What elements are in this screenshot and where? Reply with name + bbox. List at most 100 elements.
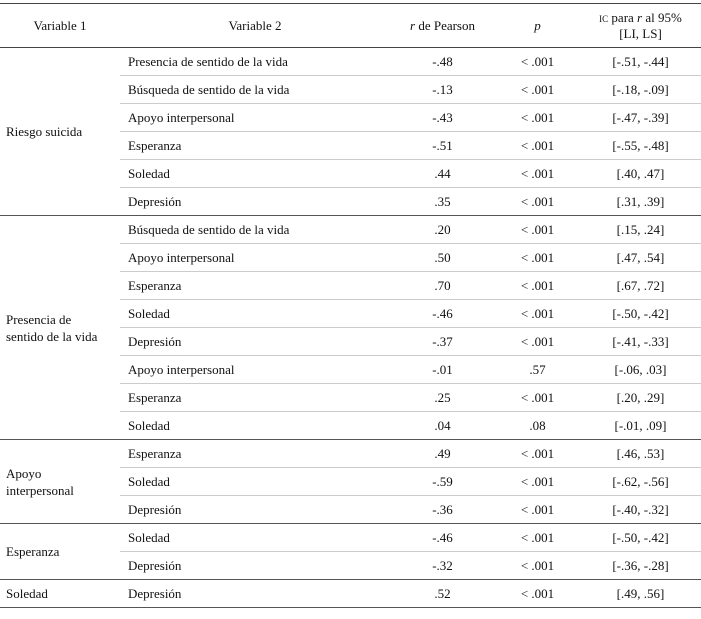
pearson-r: .35 <box>390 187 495 216</box>
header-cell: IC para r al 95% [LI, LS] <box>580 3 701 48</box>
table-row: Apoyo interpersonal -.43 < .001 [-.47, -.39… <box>0 103 701 132</box>
header-row: Variable 1 Variable 2 r de Pearson p IC … <box>0 3 701 48</box>
pearson-r: -.46 <box>390 299 495 328</box>
pearson-r: .25 <box>390 383 495 412</box>
correlation-table: Variable 1 Variable 2 r de Pearson p IC … <box>0 3 701 608</box>
pearson-r: -.32 <box>390 551 495 580</box>
pearson-r: -.51 <box>390 131 495 160</box>
table-row: Soledad -.59 < .001 [-.62, -.56] <box>0 467 701 496</box>
header-text: IC <box>599 9 609 25</box>
p-value: < .001 <box>495 383 580 412</box>
variable-2: Búsqueda de sentido de la vida <box>120 75 390 104</box>
p-value: < .001 <box>495 327 580 356</box>
variable-1-cell: Esperanza <box>0 523 120 580</box>
table-row: Soledad .44 < .001 [.40, .47] <box>0 159 701 188</box>
pearson-r: -.13 <box>390 75 495 104</box>
variable-2: Búsqueda de sentido de la vida <box>120 215 390 244</box>
p-value: < .001 <box>495 271 580 300</box>
header-text: para <box>611 9 634 25</box>
pearson-r: .49 <box>390 439 495 468</box>
header-cell: Variable 1 <box>0 3 120 48</box>
variable-1-cell: Presencia de sentido de la vida <box>0 215 120 440</box>
pearson-r: -.46 <box>390 523 495 552</box>
table-row: Apoyo interpersonal Esperanza .49 < .001 [.4… <box>0 439 701 524</box>
p-value: < .001 <box>495 159 580 188</box>
table-row: Esperanza Soledad -.46 < .001 [-.50, -.42] <box>0 523 701 580</box>
pearson-r: -.36 <box>390 495 495 524</box>
variable-2: Soledad <box>120 411 390 440</box>
header-text: Variable 2 <box>228 17 282 33</box>
header-text: r <box>637 9 643 25</box>
variable-1-cell: Riesgo suicida <box>0 47 120 216</box>
confidence-interval: [-.40, -.32] <box>580 495 701 524</box>
table-row: Soledad -.46 < .001 [-.50, -.42] <box>0 299 701 328</box>
pearson-r: .44 <box>390 159 495 188</box>
variable-2: Apoyo interpersonal <box>120 103 390 132</box>
confidence-interval: [-.01, .09] <box>580 411 701 440</box>
table-row: Depresión -.37 < .001 [-.41, -.33] <box>0 327 701 356</box>
confidence-interval: [-.18, -.09] <box>580 75 701 104</box>
confidence-interval: [.15, .24] <box>580 215 701 244</box>
p-value: < .001 <box>495 215 580 244</box>
variable-2: Depresión <box>120 327 390 356</box>
p-value: < .001 <box>495 579 580 608</box>
p-value: < .001 <box>495 439 580 468</box>
confidence-interval: [.40, .47] <box>580 159 701 188</box>
variable-2: Apoyo interpersonal <box>120 243 390 272</box>
variable-2: Depresión <box>120 495 390 524</box>
p-value: .57 <box>495 355 580 384</box>
variable-2: Soledad <box>120 159 390 188</box>
pearson-r: -.37 <box>390 327 495 356</box>
p-value: .08 <box>495 411 580 440</box>
table-body: Riesgo suicida Presencia de sentido de la… <box>0 47 701 608</box>
variable-2: Soledad <box>120 467 390 496</box>
table-row: Soledad Depresión .52 < .001 [.49, .56] <box>0 579 701 608</box>
table-row: Búsqueda de sentido de la vida -.13 < .001… <box>0 75 701 104</box>
variable-2: Soledad <box>120 299 390 328</box>
variable-2: Soledad <box>120 523 390 552</box>
confidence-interval: [-.62, -.56] <box>580 467 701 496</box>
pearson-r: -.59 <box>390 467 495 496</box>
p-value: < .001 <box>495 47 580 76</box>
table-row: Apoyo interpersonal .50 < .001 [.47, .54] <box>0 243 701 272</box>
table-row: Depresión -.32 < .001 [-.36, -.28] <box>0 551 701 580</box>
pearson-r: -.48 <box>390 47 495 76</box>
table-row: Presencia de sentido de la vida Búsqueda … <box>0 215 701 440</box>
pearson-r: .70 <box>390 271 495 300</box>
table-row: Depresión -.36 < .001 [-.40, -.32] <box>0 495 701 524</box>
header-cell: Variable 2 <box>120 3 390 48</box>
pearson-r: .52 <box>390 579 495 608</box>
variable-1-cell: Apoyo interpersonal <box>0 439 120 524</box>
table-row: Soledad .04.08 [-.01, .09] <box>0 411 701 440</box>
pearson-r: -.01 <box>390 355 495 384</box>
variable-2: Apoyo interpersonal <box>120 355 390 384</box>
p-value: < .001 <box>495 523 580 552</box>
variable-2: Presencia de sentido de la vida <box>120 47 390 76</box>
confidence-interval: [.46, .53] <box>580 439 701 468</box>
confidence-interval: [.49, .56] <box>580 579 701 608</box>
confidence-interval: [-.47, -.39] <box>580 103 701 132</box>
p-value: < .001 <box>495 299 580 328</box>
confidence-interval: [.67, .72] <box>580 271 701 300</box>
pearson-r: .04 <box>390 411 495 440</box>
header-text: Variable 1 <box>33 17 87 33</box>
variable-2: Esperanza <box>120 383 390 412</box>
variable-2: Depresión <box>120 551 390 580</box>
table-row: Riesgo suicida Presencia de sentido de la… <box>0 47 701 216</box>
confidence-interval: [-.36, -.28] <box>580 551 701 580</box>
pearson-r: .50 <box>390 243 495 272</box>
p-value: < .001 <box>495 495 580 524</box>
p-value: < .001 <box>495 75 580 104</box>
table-row: Apoyo interpersonal -.01.57 [-.06, .03] <box>0 355 701 384</box>
p-value: < .001 <box>495 131 580 160</box>
confidence-interval: [-.41, -.33] <box>580 327 701 356</box>
variable-1-cell: Soledad <box>0 579 120 608</box>
confidence-interval: [.31, .39] <box>580 187 701 216</box>
header-text: [LI, LS] <box>619 25 662 41</box>
pearson-r: -.43 <box>390 103 495 132</box>
header-text: r <box>410 17 416 33</box>
confidence-interval: [.47, .54] <box>580 243 701 272</box>
table-row: Depresión .35 < .001 [.31, .39] <box>0 187 701 216</box>
variable-2: Depresión <box>120 187 390 216</box>
table-row: Esperanza .70 < .001 [.67, .72] <box>0 271 701 300</box>
